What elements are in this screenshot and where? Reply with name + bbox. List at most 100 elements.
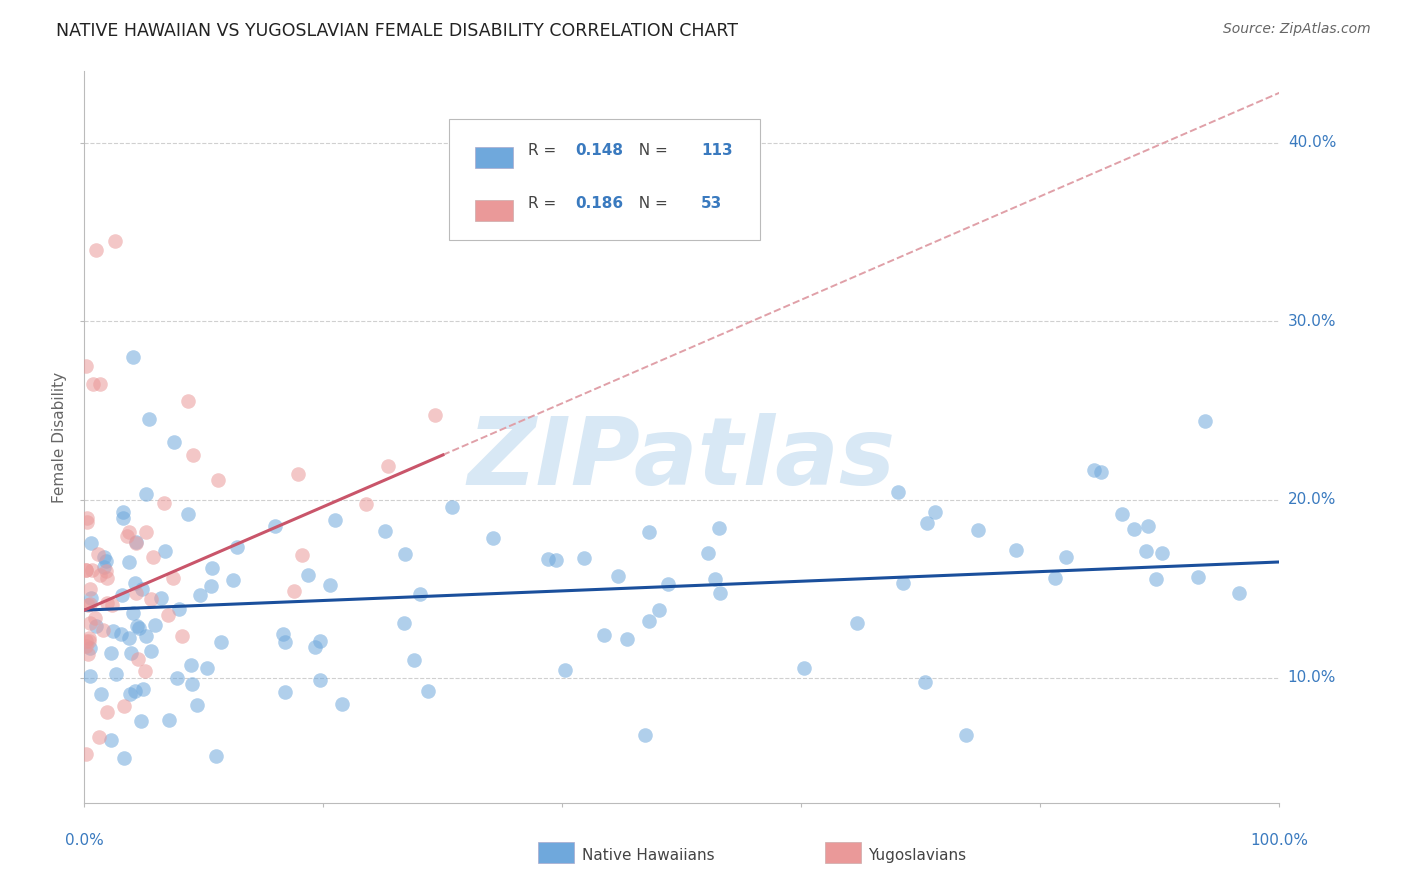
Point: [131, 681, 153, 696]
Point: [845, 615, 868, 630]
Point: [77, 633, 100, 648]
Point: [290, 549, 312, 563]
Point: [703, 572, 725, 586]
Point: [176, 394, 198, 409]
Point: [418, 684, 440, 698]
Point: [100, 733, 122, 747]
Point: [967, 523, 990, 537]
Point: [86, 619, 108, 633]
Point: [1187, 570, 1209, 584]
Point: [1150, 546, 1173, 560]
Point: [924, 505, 946, 519]
Point: [87, 730, 110, 744]
Point: [75, 563, 97, 577]
Point: [76, 598, 98, 612]
Point: [75, 634, 97, 648]
Point: [125, 536, 148, 550]
Point: [118, 555, 141, 569]
FancyBboxPatch shape: [538, 842, 575, 863]
Point: [915, 516, 938, 530]
Point: [283, 584, 305, 599]
Point: [1229, 586, 1251, 600]
Point: [75, 640, 97, 654]
Point: [94, 564, 117, 578]
Point: [138, 412, 160, 426]
Point: [129, 714, 152, 728]
Text: 30.0%: 30.0%: [1288, 314, 1336, 328]
Point: [75, 747, 97, 761]
Point: [209, 634, 232, 648]
Point: [1144, 572, 1167, 586]
Point: [93, 549, 115, 564]
Point: [139, 592, 162, 607]
Point: [914, 674, 936, 689]
Point: [112, 505, 135, 519]
Point: [593, 628, 616, 642]
Point: [79, 641, 101, 656]
Point: [135, 524, 157, 539]
Point: [169, 602, 191, 616]
Point: [264, 519, 287, 533]
Point: [101, 598, 124, 612]
Point: [287, 467, 309, 481]
Point: [356, 497, 378, 511]
Point: [647, 603, 669, 617]
Point: [394, 547, 416, 561]
Point: [110, 627, 132, 641]
Point: [638, 525, 661, 540]
Point: [423, 409, 446, 423]
Point: [125, 535, 148, 549]
Point: [374, 524, 396, 538]
Point: [392, 615, 415, 630]
Point: [131, 582, 153, 596]
Point: [80, 536, 103, 550]
Point: [153, 495, 176, 509]
Point: [304, 640, 326, 654]
Point: [274, 685, 297, 699]
Point: [76, 515, 98, 529]
FancyBboxPatch shape: [825, 842, 862, 863]
Point: [330, 697, 353, 711]
Point: [124, 684, 146, 698]
Point: [1083, 463, 1105, 477]
Point: [482, 531, 505, 545]
Point: [1122, 522, 1144, 536]
Point: [118, 525, 141, 540]
Point: [200, 579, 222, 593]
Point: [440, 500, 463, 515]
Point: [135, 486, 157, 500]
Point: [117, 528, 139, 542]
Point: [120, 646, 142, 660]
Point: [1111, 507, 1133, 521]
Point: [554, 663, 576, 677]
Point: [111, 588, 134, 602]
Point: [124, 576, 146, 591]
Point: [409, 587, 432, 601]
Point: [195, 661, 218, 675]
Point: [104, 667, 127, 681]
Point: [156, 607, 179, 622]
Point: [145, 617, 167, 632]
Point: [93, 560, 115, 574]
Point: [186, 698, 208, 712]
Point: [79, 598, 101, 612]
Point: [309, 634, 332, 648]
Point: [180, 677, 202, 691]
Point: [150, 591, 173, 606]
Point: [955, 728, 977, 742]
Point: [75, 359, 97, 373]
Text: NATIVE HAWAIIAN VS YUGOSLAVIAN FEMALE DISABILITY CORRELATION CHART: NATIVE HAWAIIAN VS YUGOSLAVIAN FEMALE DI…: [56, 22, 738, 40]
Text: 20.0%: 20.0%: [1288, 492, 1336, 507]
Point: [79, 615, 101, 630]
Point: [574, 551, 596, 566]
Y-axis label: Female Disability: Female Disability: [52, 371, 67, 503]
Point: [84, 611, 107, 625]
Point: [271, 627, 294, 641]
Point: [134, 664, 156, 678]
Text: N =: N =: [630, 143, 673, 158]
Point: [709, 586, 731, 600]
Point: [793, 661, 815, 675]
Point: [404, 653, 426, 667]
Point: [75, 563, 97, 577]
Point: [297, 568, 319, 582]
